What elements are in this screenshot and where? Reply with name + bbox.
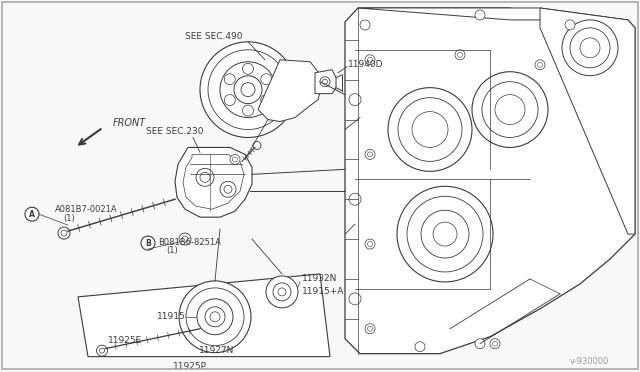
Circle shape — [562, 20, 618, 76]
Circle shape — [253, 141, 261, 150]
Circle shape — [495, 94, 525, 125]
Circle shape — [273, 283, 291, 301]
Circle shape — [182, 236, 188, 242]
Circle shape — [415, 342, 425, 352]
Circle shape — [25, 207, 39, 221]
Polygon shape — [315, 70, 336, 94]
Circle shape — [580, 38, 600, 58]
Polygon shape — [183, 154, 244, 209]
Circle shape — [197, 299, 233, 335]
Text: 11927N: 11927N — [199, 346, 235, 355]
Circle shape — [58, 227, 70, 239]
Circle shape — [61, 230, 67, 236]
Circle shape — [141, 236, 155, 250]
Circle shape — [388, 88, 472, 171]
Text: 11940D: 11940D — [348, 60, 383, 69]
Circle shape — [367, 326, 372, 331]
Text: 11932N: 11932N — [302, 275, 337, 283]
Circle shape — [210, 312, 220, 322]
Circle shape — [243, 63, 253, 74]
Text: (1): (1) — [166, 246, 178, 254]
Circle shape — [493, 341, 497, 346]
Text: FRONT: FRONT — [113, 118, 147, 128]
Circle shape — [349, 94, 361, 106]
Circle shape — [266, 276, 298, 308]
Circle shape — [458, 52, 463, 57]
Circle shape — [205, 307, 225, 327]
Circle shape — [234, 76, 262, 104]
Circle shape — [398, 97, 462, 161]
Polygon shape — [540, 8, 635, 234]
Circle shape — [320, 77, 330, 87]
Circle shape — [241, 83, 255, 97]
Circle shape — [455, 50, 465, 60]
Polygon shape — [175, 147, 252, 217]
Circle shape — [565, 20, 575, 30]
Circle shape — [397, 186, 493, 282]
Text: SEE SEC.490: SEE SEC.490 — [185, 32, 243, 41]
Text: SEE SEC.230: SEE SEC.230 — [147, 127, 204, 136]
Circle shape — [365, 55, 375, 65]
Polygon shape — [345, 8, 635, 354]
Text: v-930000: v-930000 — [570, 357, 609, 366]
Circle shape — [186, 288, 244, 346]
Circle shape — [220, 181, 236, 197]
Text: 11915: 11915 — [157, 312, 186, 321]
Circle shape — [220, 62, 276, 118]
Circle shape — [208, 50, 288, 129]
Text: 11915+A: 11915+A — [302, 288, 344, 296]
Circle shape — [538, 62, 543, 67]
Circle shape — [535, 60, 545, 70]
Circle shape — [421, 210, 469, 258]
Circle shape — [323, 79, 328, 84]
Circle shape — [224, 94, 236, 106]
Circle shape — [472, 72, 548, 147]
Polygon shape — [78, 274, 330, 357]
Circle shape — [433, 222, 457, 246]
Circle shape — [412, 112, 448, 147]
Text: 11925P: 11925P — [173, 362, 207, 371]
Polygon shape — [358, 8, 628, 20]
Text: (1): (1) — [63, 214, 75, 223]
Circle shape — [224, 185, 232, 193]
Text: B081B6-8251A: B081B6-8251A — [158, 238, 221, 247]
Circle shape — [97, 345, 108, 356]
Circle shape — [196, 169, 214, 186]
Circle shape — [365, 324, 375, 334]
Circle shape — [365, 239, 375, 249]
Circle shape — [179, 281, 251, 353]
Text: A081B7-0021A: A081B7-0021A — [55, 205, 118, 214]
Polygon shape — [258, 60, 322, 122]
Circle shape — [224, 74, 236, 85]
Circle shape — [367, 57, 372, 62]
Circle shape — [260, 74, 272, 85]
Text: 11925E: 11925E — [108, 336, 142, 345]
Circle shape — [490, 339, 500, 349]
Circle shape — [570, 28, 610, 68]
Circle shape — [475, 10, 485, 20]
Circle shape — [349, 293, 361, 305]
Circle shape — [200, 42, 296, 138]
Circle shape — [360, 20, 370, 30]
Circle shape — [349, 193, 361, 205]
Circle shape — [243, 105, 253, 116]
Text: A: A — [29, 210, 35, 219]
Circle shape — [200, 172, 210, 182]
Text: B: B — [145, 238, 151, 248]
Circle shape — [482, 82, 538, 138]
Circle shape — [407, 196, 483, 272]
Circle shape — [179, 233, 191, 245]
Circle shape — [260, 94, 272, 106]
Circle shape — [367, 241, 372, 247]
Circle shape — [365, 150, 375, 159]
Circle shape — [230, 154, 240, 164]
Circle shape — [367, 152, 372, 157]
Circle shape — [278, 288, 286, 296]
Circle shape — [232, 157, 237, 162]
Circle shape — [475, 339, 485, 349]
Circle shape — [99, 348, 104, 353]
